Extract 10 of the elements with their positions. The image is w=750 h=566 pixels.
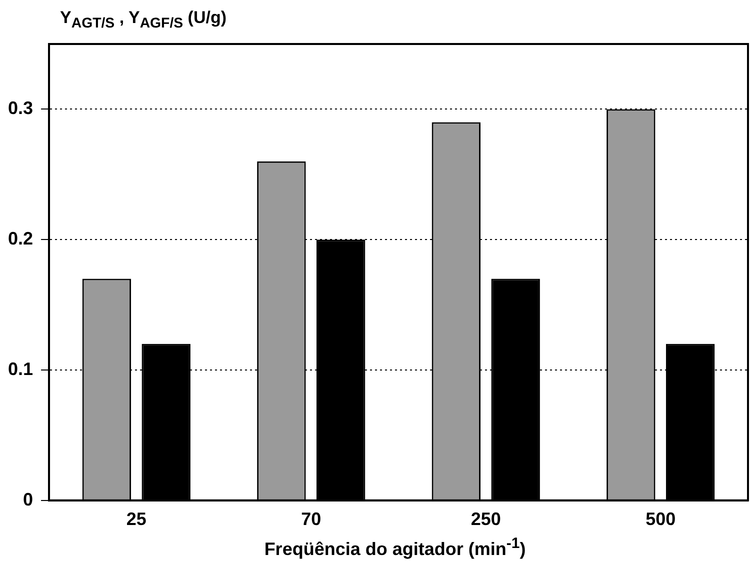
y-tick-label: 0.2 — [8, 228, 34, 249]
x-tick-label: 25 — [126, 509, 146, 530]
x-tick-label: 250 — [470, 509, 501, 530]
x-tick-label: 500 — [646, 509, 676, 530]
x-tick-label: 70 — [301, 509, 322, 530]
y-axis-title: Y$_{AGT/S}$ , Y$_{AGF/S}$ (U/g) — [60, 8, 227, 32]
y-tick-label: 0 — [23, 489, 34, 510]
y-tick-label: 0.1 — [8, 358, 34, 379]
x-axis-title: Freqüência do agitador (min$^{-1}$) — [263, 535, 527, 560]
y-tick-label: 0.3 — [8, 98, 34, 118]
